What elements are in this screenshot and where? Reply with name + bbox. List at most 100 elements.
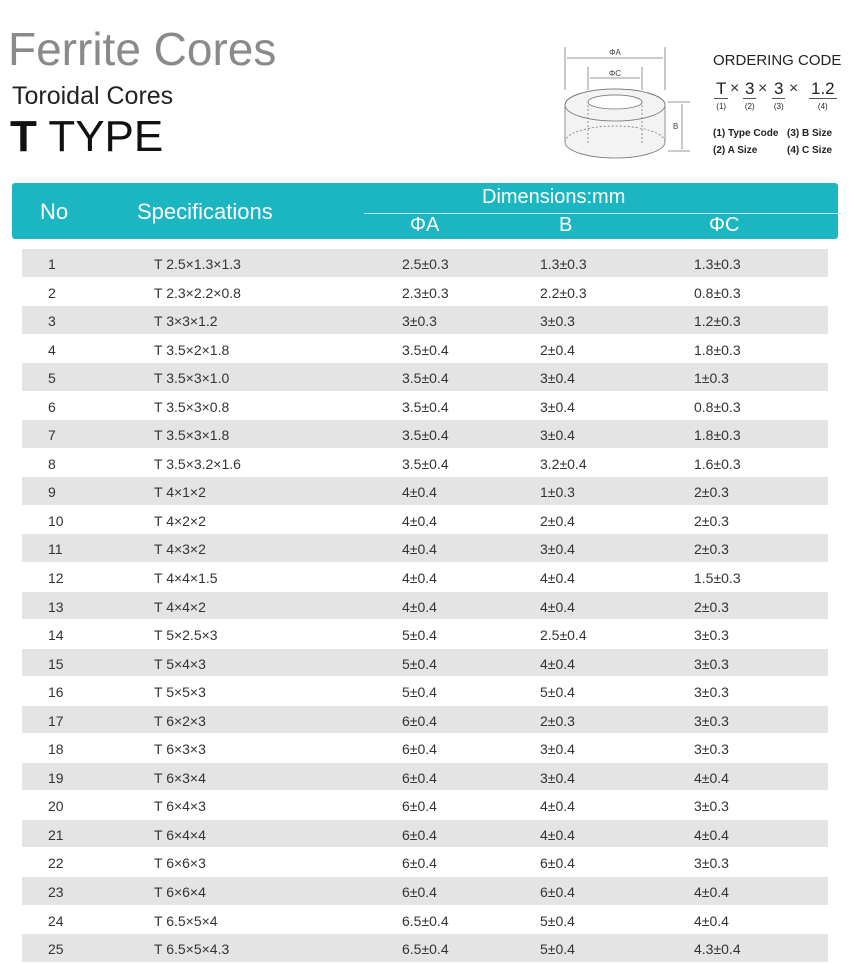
cell-no: 24 xyxy=(48,912,64,929)
cell-no: 3 xyxy=(48,313,56,330)
cell-no: 16 xyxy=(48,684,64,701)
cell-c: 1.8±0.3 xyxy=(694,341,741,358)
table-row: 1 T 2.5×1.3×1.3 2.5±0.3 1.3±0.3 1.3±0.3 xyxy=(22,249,828,278)
table-row: 19 T 6×3×4 6±0.4 3±0.4 4±0.4 xyxy=(22,762,828,792)
cell-c: 3±0.3 xyxy=(694,712,729,729)
cell-a: 6±0.4 xyxy=(402,769,437,786)
cell-a: 2.5±0.3 xyxy=(402,256,449,272)
cell-no: 25 xyxy=(48,941,64,958)
cell-b: 4±0.4 xyxy=(540,655,575,672)
cell-a: 6±0.4 xyxy=(402,741,437,758)
legend-item: (1) Type Code xyxy=(713,128,779,139)
cell-b: 3±0.4 xyxy=(540,541,575,558)
cell-no: 19 xyxy=(48,769,64,786)
legend-item: (3) B Size xyxy=(787,128,833,139)
cell-b: 4±0.4 xyxy=(540,570,575,587)
toroid-diagram: ΦA ΦC B xyxy=(564,47,690,159)
cell-c: 2±0.3 xyxy=(694,512,729,529)
cell-b: 6±0.4 xyxy=(540,855,575,872)
cell-a: 4±0.4 xyxy=(402,598,437,615)
table-row: 25 T 6.5×5×4.3 6.5±0.4 5±0.4 4.3±0.4 xyxy=(22,934,828,963)
cell-a: 3.5±0.4 xyxy=(402,370,449,387)
cell-spec: T 4×1×2 xyxy=(154,484,206,501)
cell-a: 3.5±0.4 xyxy=(402,427,449,444)
cell-no: 6 xyxy=(48,398,56,415)
table-row: 8 T 3.5×3.2×1.6 3.5±0.4 3.2±0.4 1.6±0.3 xyxy=(22,449,828,478)
cell-a: 5±0.4 xyxy=(402,684,437,701)
cell-b: 3±0.4 xyxy=(540,398,575,415)
cell-a: 4±0.4 xyxy=(402,512,437,529)
cell-b: 3±0.3 xyxy=(540,313,575,330)
cell-spec: T 3.5×3×0.8 xyxy=(154,398,230,415)
times-sign: × xyxy=(758,80,768,97)
cell-c: 2±0.3 xyxy=(694,541,729,558)
cell-spec: T 4×4×2 xyxy=(154,598,206,615)
cell-spec: T 6×4×4 xyxy=(154,826,206,843)
cell-b: 1±0.3 xyxy=(540,484,575,501)
cell-b: 1.3±0.3 xyxy=(540,256,587,272)
cell-b: 4±0.4 xyxy=(540,598,575,615)
cell-no: 17 xyxy=(48,712,64,729)
cell-b: 3±0.4 xyxy=(540,427,575,444)
cell-a: 6.5±0.4 xyxy=(402,912,449,929)
cell-spec: T 6×3×3 xyxy=(154,741,206,758)
cell-spec: T 6×3×4 xyxy=(154,769,206,786)
table-row: 3 T 3×3×1.2 3±0.3 3±0.3 1.2±0.3 xyxy=(22,306,828,335)
cell-c: 1.8±0.3 xyxy=(694,427,741,444)
cell-spec: T 2.3×2.2×0.8 xyxy=(154,284,241,301)
cell-a: 6±0.4 xyxy=(402,855,437,872)
cell-no: 13 xyxy=(48,598,64,615)
cell-b: 2.2±0.3 xyxy=(540,284,587,301)
cell-c: 4±0.4 xyxy=(694,826,729,843)
dim-b-label: B xyxy=(673,122,678,131)
header-no: No xyxy=(40,199,69,224)
header-dimensions: Dimensions:mm xyxy=(482,186,626,208)
cell-no: 21 xyxy=(48,826,64,843)
cell-c: 1.3±0.3 xyxy=(694,256,741,272)
cell-b: 6±0.4 xyxy=(540,884,575,901)
table-row: 10 T 4×2×2 4±0.4 2±0.4 2±0.3 xyxy=(22,506,828,535)
cell-no: 20 xyxy=(48,798,64,815)
table-row: 21 T 6×4×4 6±0.4 4±0.4 4±0.4 xyxy=(22,819,828,849)
cell-c: 3±0.3 xyxy=(694,741,729,758)
ordering-code-title: ORDERING CODE xyxy=(713,52,842,69)
cell-c: 0.8±0.3 xyxy=(694,398,741,415)
cell-spec: T 4×2×2 xyxy=(154,512,206,529)
cell-a: 3±0.3 xyxy=(402,313,437,330)
dim-c-label: ΦC xyxy=(609,69,621,78)
cell-a: 6±0.4 xyxy=(402,826,437,843)
cell-a: 6±0.4 xyxy=(402,798,437,815)
cell-c: 1±0.3 xyxy=(694,370,729,387)
cell-spec: T 3.5×2×1.8 xyxy=(154,341,230,358)
cell-spec: T 3.5×3×1.0 xyxy=(154,370,230,387)
cell-c: 1.2±0.3 xyxy=(694,313,741,330)
cell-b: 5±0.4 xyxy=(540,912,575,929)
cell-c: 2±0.3 xyxy=(694,598,729,615)
table-header: No Specifications Dimensions:mm ΦA B ΦC xyxy=(12,183,842,239)
cell-c: 4±0.4 xyxy=(694,884,729,901)
cell-c: 1.6±0.3 xyxy=(694,455,741,472)
cell-no: 15 xyxy=(48,655,64,672)
cell-c: 3±0.3 xyxy=(694,684,729,701)
cell-no: 4 xyxy=(48,341,56,358)
table-row: 4 T 3.5×2×1.8 3.5±0.4 2±0.4 1.8±0.3 xyxy=(22,335,828,364)
code-part: T (1) xyxy=(714,79,729,111)
cell-no: 1 xyxy=(48,256,56,272)
cell-a: 4±0.4 xyxy=(402,484,437,501)
table-row: 5 T 3.5×3×1.0 3.5±0.4 3±0.4 1±0.3 xyxy=(22,363,828,392)
cell-spec: T 4×4×1.5 xyxy=(154,570,218,587)
table-row: 16 T 5×5×3 5±0.4 5±0.4 3±0.3 xyxy=(22,677,828,706)
cell-b: 2±0.4 xyxy=(540,512,575,529)
cell-c: 1.5±0.3 xyxy=(694,570,741,587)
cell-no: 2 xyxy=(48,284,56,301)
cell-no: 9 xyxy=(48,484,56,501)
cell-a: 4±0.4 xyxy=(402,570,437,587)
table-row: 12 T 4×4×1.5 4±0.4 4±0.4 1.5±0.3 xyxy=(22,563,828,592)
cell-no: 10 xyxy=(48,512,64,529)
type-heading: T TYPE xyxy=(10,112,163,162)
header-b: B xyxy=(559,214,573,236)
cell-no: 12 xyxy=(48,570,64,587)
table-row: 20 T 6×4×3 6±0.4 4±0.4 3±0.3 xyxy=(22,791,828,820)
cell-spec: T 6.5×5×4 xyxy=(154,912,218,929)
cell-a: 5±0.4 xyxy=(402,627,437,644)
